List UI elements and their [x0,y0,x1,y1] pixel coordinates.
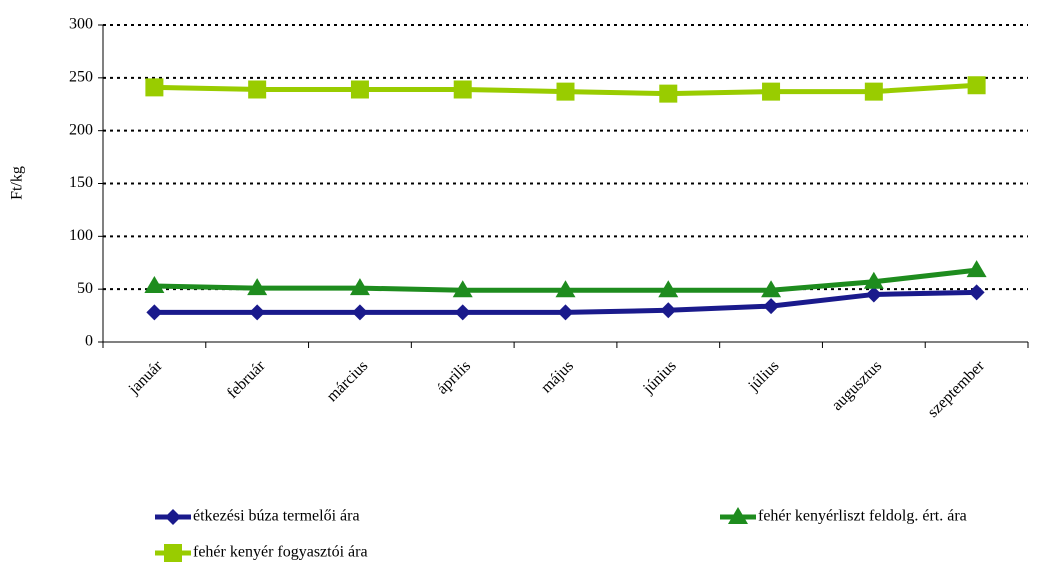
data-point [247,278,268,296]
y-tick-label: 300 [69,16,93,33]
data-point [761,280,782,298]
legend-marker [165,509,181,525]
legend-label: étkezési búza termelői ára [193,508,360,525]
data-point [658,280,679,298]
data-point [350,80,369,99]
data-point [763,298,780,315]
y-tick-label: 0 [85,333,93,350]
data-point [146,304,163,321]
data-point [863,271,884,289]
y-tick-label: 50 [77,280,93,297]
legend-marker [728,507,748,524]
data-point [351,304,368,321]
x-tick-label: február [224,357,269,402]
data-point [762,82,781,101]
y-tick-label: 250 [69,69,93,86]
x-tick-label: augusztus [829,357,886,414]
data-point [249,304,266,321]
data-point [660,302,677,319]
data-point [555,280,576,298]
y-axis-label: Ft/kg [9,166,26,200]
x-tick-label: szeptember [924,357,988,421]
x-tick-label: január [125,357,166,398]
data-point [144,275,165,293]
data-point [865,286,882,303]
legend-marker [164,544,182,562]
x-tick-label: március [324,357,372,405]
data-point [557,304,574,321]
x-tick-label: július [745,357,783,395]
data-point [966,260,987,278]
data-point [145,78,164,97]
legend-label: fehér kenyérliszt feldolg. ért. ára [758,508,967,525]
data-point [659,84,678,103]
data-point [452,280,473,298]
data-point [248,80,267,99]
data-point [349,278,370,296]
data-point [453,80,472,99]
legend-label: fehér kenyér fogyasztói ára [193,544,368,561]
y-tick-label: 200 [69,121,93,138]
x-tick-label: április [434,357,474,397]
x-tick-label: június [639,357,679,397]
data-point [556,82,575,101]
y-tick-label: 150 [69,174,93,191]
y-tick-label: 100 [69,227,93,244]
data-point [864,82,883,101]
data-point [968,284,985,301]
x-tick-label: május [538,357,577,396]
data-point [967,76,986,95]
data-point [454,304,471,321]
